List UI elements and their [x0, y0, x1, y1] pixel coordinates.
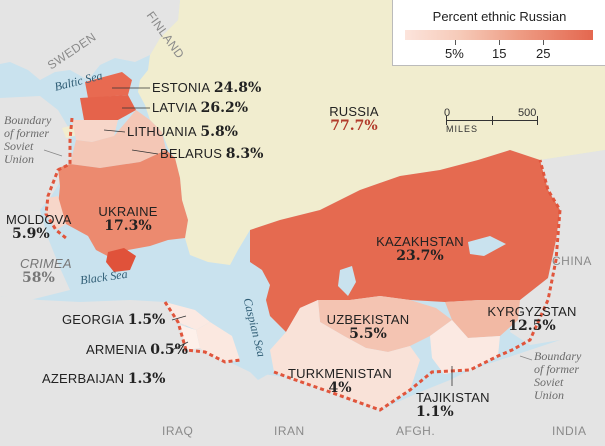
- scale-tick: [446, 116, 447, 125]
- region-turkmenistan: [270, 300, 420, 410]
- land-scandinavia: [0, 0, 180, 80]
- note-boundary-east: Boundary of former Soviet Union: [534, 349, 582, 402]
- land-turkey-middle-east: [0, 296, 605, 446]
- region-ukraine: [58, 150, 188, 260]
- label-afgh: AFGH.: [396, 424, 436, 438]
- caspian-sea-water: [230, 262, 272, 380]
- scale-bar: 0 500 MILES: [444, 107, 541, 138]
- legend-tick-label: 15: [492, 46, 507, 61]
- region-lithuania: [72, 120, 118, 142]
- scale-unit: MILES: [446, 124, 479, 134]
- legend-tick-mark: [455, 40, 456, 45]
- scale-end: 500: [518, 107, 537, 119]
- soviet-boundary-west: [44, 117, 74, 240]
- scale-tick: [537, 116, 538, 125]
- label-tajikistan: TAJIKISTAN 1.1%: [416, 390, 490, 420]
- label-uzbekistan: UZBEKISTAN 5.5%: [326, 312, 410, 342]
- label-iran: IRAN: [274, 424, 305, 438]
- balkhash-lake-water: [468, 236, 506, 256]
- scale-tick: [492, 116, 493, 125]
- label-turkmenistan: TURKMENISTAN 4%: [288, 366, 392, 396]
- label-china: CHINA: [552, 254, 592, 268]
- region-estonia: [85, 72, 132, 98]
- label-moldova: MOLDOVA 5.9%: [6, 212, 72, 242]
- region-uzbekistan: [318, 296, 452, 352]
- legend-color-ramp: [405, 30, 593, 40]
- region-belarus: [70, 110, 166, 168]
- label-armenia: ARMENIA 0.5%: [86, 342, 188, 358]
- region-latvia: [80, 95, 136, 120]
- label-georgia: GEORGIA 1.5%: [62, 312, 166, 328]
- legend-title: Percent ethnic Russian: [432, 9, 567, 24]
- label-kyrgyzstan: KYRGYZSTAN 12.5%: [487, 304, 577, 334]
- region-russia: [138, 0, 605, 265]
- region-kazakhstan: [250, 150, 560, 332]
- label-azerbaijan: AZERBAIJAN 1.3%: [42, 371, 166, 387]
- label-india: INDIA: [552, 424, 587, 438]
- leader-georgia: [171, 315, 187, 321]
- legend: Percent ethnic Russian 5% 15 25: [392, 0, 605, 66]
- leader-belarus: [131, 149, 159, 155]
- region-kyrgyzstan: [445, 300, 520, 338]
- legend-tick-label: 25: [536, 46, 551, 61]
- region-crimea: [106, 248, 136, 272]
- region-tajikistan: [430, 320, 500, 374]
- region-georgia: [165, 302, 210, 330]
- legend-tick-mark: [499, 40, 500, 45]
- note-boundary-west: Boundary of former Soviet Union: [4, 113, 52, 166]
- label-kazakhstan: KAZAKHSTAN 23.7%: [376, 234, 464, 264]
- legend-tick-mark: [543, 40, 544, 45]
- aral-sea-water: [338, 266, 356, 296]
- leader-boundary-east: [519, 355, 533, 361]
- leader-boundary-west: [43, 149, 63, 157]
- leader-armenia: [171, 341, 189, 351]
- label-ukraine: UKRAINE 17.3%: [98, 204, 158, 234]
- label-russia: RUSSIA 77.7%: [329, 104, 379, 134]
- land-balkans: [0, 210, 70, 300]
- label-belarus: BELARUS 8.3%: [160, 146, 264, 162]
- label-lithuania: LITHUANIA 5.8%: [127, 124, 238, 140]
- label-crimea: CRIMEA 58%: [20, 256, 72, 286]
- label-estonia: ESTONIA 24.8%: [152, 80, 262, 96]
- label-iraq: IRAQ: [162, 424, 194, 438]
- soviet-boundary-south: [163, 159, 562, 412]
- label-latvia: LATVIA 26.2%: [152, 100, 249, 116]
- legend-tick-label: 5%: [445, 46, 464, 61]
- leader-lithuania: [103, 129, 126, 133]
- scale-start: 0: [444, 107, 451, 119]
